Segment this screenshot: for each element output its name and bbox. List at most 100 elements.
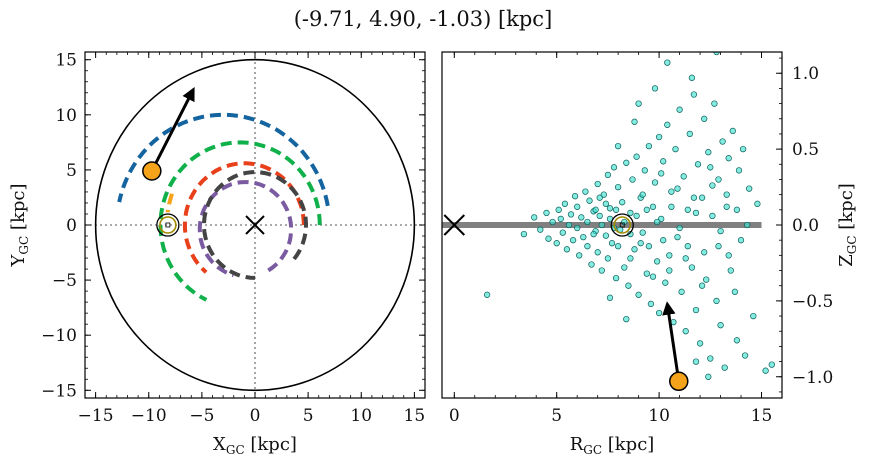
scatter-point <box>649 203 657 210</box>
rz-ticks: 0 5 10 15 −1.0 −0.5 0.0 0.5 1.0 <box>449 52 833 426</box>
scatter-point <box>520 230 528 238</box>
scatter-point <box>676 224 683 232</box>
sun-center-mark <box>165 222 171 228</box>
scatter-point <box>614 142 622 150</box>
scatter-point <box>662 279 669 286</box>
scatter-point <box>592 206 599 213</box>
scatter-point <box>674 185 681 192</box>
spiral-arm <box>117 112 330 207</box>
scatter-point <box>594 180 601 188</box>
scatter-point <box>614 243 622 250</box>
scatter-point <box>645 243 653 250</box>
scatter-point <box>623 315 630 323</box>
x-tick-label: 0 <box>250 406 261 426</box>
scatter-point <box>555 206 562 213</box>
scatter-point <box>631 118 638 125</box>
x-tick-label: −15 <box>78 406 114 426</box>
scatter-point <box>709 182 716 189</box>
scatter-point <box>543 209 550 217</box>
scatter-point <box>584 218 591 226</box>
x-tick-label: 10 <box>350 406 372 426</box>
scatter-point <box>692 209 700 217</box>
scatter-point <box>651 85 659 92</box>
scatter-point <box>631 246 638 253</box>
scatter-point <box>639 191 646 198</box>
scatter-point <box>715 176 722 183</box>
scatter-point <box>635 100 642 107</box>
scatter-point <box>600 191 607 198</box>
x-tick-label: 0 <box>449 406 460 426</box>
scatter-point <box>692 306 700 314</box>
x-tick-label: 5 <box>303 406 314 426</box>
scatter-point <box>627 255 634 262</box>
spiral-arm <box>201 170 309 280</box>
scatter-point <box>582 188 589 195</box>
scatter-point <box>483 291 491 298</box>
scatter-point <box>606 205 614 212</box>
scatter-point <box>643 270 650 277</box>
scatter-point <box>664 121 671 128</box>
scatter-point <box>707 355 714 362</box>
scatter-point <box>655 309 663 317</box>
scatter-point <box>698 194 706 201</box>
scatter-point <box>727 267 734 274</box>
scatter-point <box>725 155 732 162</box>
scatter-point <box>741 352 749 359</box>
spiral-arm <box>165 193 174 213</box>
scatter-point <box>711 100 718 107</box>
scatter-point <box>586 197 593 204</box>
scatter-point <box>676 106 683 113</box>
scatter-point <box>735 167 743 174</box>
scatter-point <box>594 249 601 256</box>
scatter-point <box>633 212 640 220</box>
scatter-point <box>588 261 595 268</box>
x-tick-label: 5 <box>551 406 562 426</box>
scatter-point <box>737 237 745 244</box>
scatter-point <box>653 258 661 265</box>
scatter-point <box>721 364 728 371</box>
scatter-point <box>666 267 673 274</box>
scatter-point <box>694 161 702 168</box>
scatter-point <box>715 243 722 250</box>
scatter-point <box>717 322 724 329</box>
y-tick-label: 15 <box>55 51 77 71</box>
scatter-point <box>569 237 577 244</box>
xy-ylabel: YGC [kpc] <box>8 184 31 268</box>
star-marker <box>669 371 689 392</box>
scatter-point <box>723 191 730 198</box>
scatter-point <box>604 171 612 179</box>
figure-title: (-9.71, 4.90, -1.03) [kpc] <box>294 7 553 31</box>
scatter-point <box>705 373 712 380</box>
scatter-point <box>744 221 751 229</box>
y-tick-label: 10 <box>55 106 77 126</box>
y-tick-label: 0.0 <box>792 216 819 236</box>
scatter-point <box>637 240 644 247</box>
y-tick-label: −1.0 <box>792 368 833 388</box>
scatter-point <box>692 358 700 365</box>
scatter-point <box>633 153 640 160</box>
y-tick-label: 0.5 <box>792 140 819 160</box>
scatter-point <box>668 203 675 210</box>
scatter-point <box>655 133 663 141</box>
scatter-point <box>635 291 642 298</box>
scatter-point <box>629 176 636 183</box>
scatter-point <box>672 145 679 153</box>
sun-outer-ring <box>610 213 634 237</box>
x-tick-label: 15 <box>404 406 426 426</box>
scatter-point <box>623 159 630 166</box>
scatter-point <box>612 274 620 282</box>
scatter-point <box>612 206 620 213</box>
xy-xlabel: XGC [kpc] <box>213 434 297 457</box>
scatter-point <box>768 361 775 368</box>
scatter-point <box>578 214 585 221</box>
scatter-point <box>643 206 650 213</box>
scatter-point <box>701 115 708 122</box>
velocity-arrow <box>662 301 681 382</box>
scatter-point <box>686 130 693 138</box>
scatter-point <box>658 170 665 177</box>
sun-inner-ring <box>159 216 177 234</box>
scatter-point <box>707 164 714 171</box>
x-tick-label: 15 <box>751 406 773 426</box>
boundary-circle <box>94 58 416 392</box>
